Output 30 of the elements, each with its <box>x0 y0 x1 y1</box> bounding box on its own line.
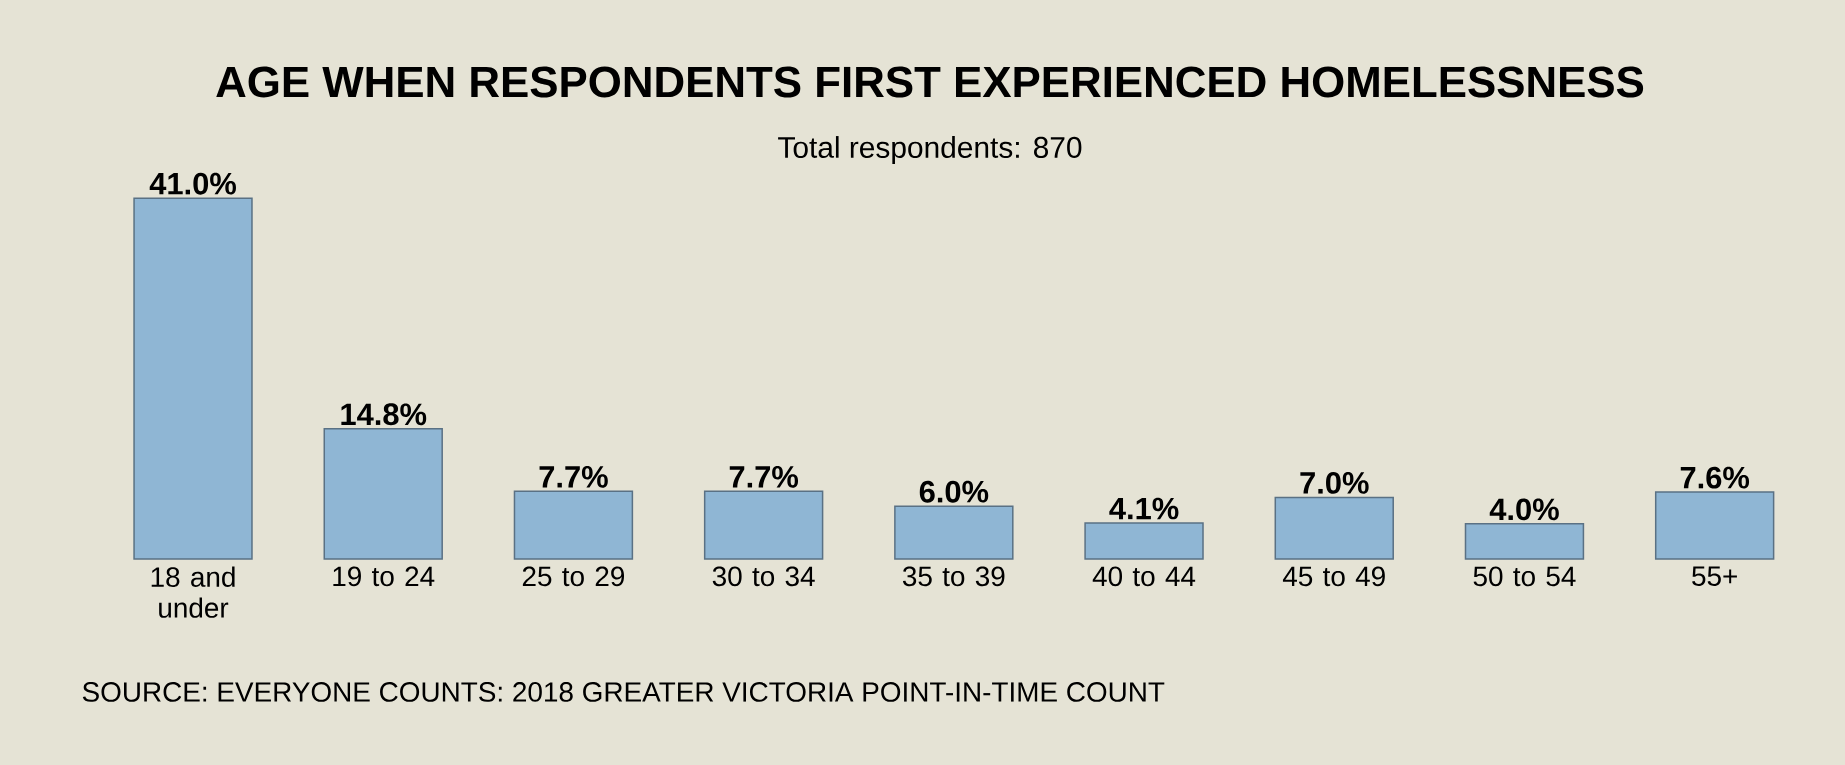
bar <box>1084 522 1204 560</box>
data-label: 7.6% <box>1680 466 1750 489</box>
x-tick-label: 55+ <box>1692 566 1737 586</box>
bar <box>513 490 634 560</box>
data-label: 4.1% <box>1109 497 1179 520</box>
x-tick-label: 40 to 44 <box>1092 566 1196 587</box>
data-label: 7.7% <box>539 465 608 488</box>
chart-title: AGE WHEN RESPONDENTS FIRST EXPERIENCED HOMELESSNESS <box>216 66 1644 98</box>
data-label: 7.7% <box>729 465 799 488</box>
data-label: 6.0% <box>919 480 989 503</box>
bar <box>323 427 443 560</box>
x-tick-label: 35 to 39 <box>902 566 1005 587</box>
x-tick-label: 30 to 34 <box>712 566 815 587</box>
data-label: 14.8% <box>341 403 427 426</box>
bar <box>133 197 253 560</box>
bar <box>894 505 1014 560</box>
data-label: 4.0% <box>1489 498 1559 521</box>
x-tick-label: 25 to 29 <box>522 566 625 587</box>
x-tick-label: 45 to 49 <box>1282 566 1385 587</box>
x-tick-label: 19 to 24 <box>333 566 435 587</box>
data-label: 41.0% <box>149 172 236 195</box>
x-tick-label: 18 and under <box>151 566 235 618</box>
chart-subtitle: Total respondents: 870 <box>778 136 1082 164</box>
data-label: 7.0% <box>1300 471 1369 494</box>
bar <box>703 490 824 560</box>
bar <box>1464 523 1585 560</box>
x-tick-label: 50 to 54 <box>1473 566 1576 587</box>
bar <box>1274 496 1394 560</box>
source-note: SOURCE: EVERYONE COUNTS: 2018 GREATER VICTORIA POINT-IN-TIME COUNT <box>82 682 1165 702</box>
bar <box>1654 491 1775 560</box>
